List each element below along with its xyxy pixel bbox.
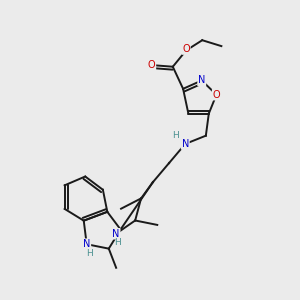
Text: O: O (182, 44, 190, 54)
Text: H: H (86, 249, 92, 258)
Text: N: N (182, 139, 189, 149)
Text: H: H (114, 238, 121, 247)
Text: H: H (172, 131, 179, 140)
Text: N: N (198, 76, 206, 85)
Text: N: N (83, 239, 90, 249)
Text: O: O (213, 90, 220, 100)
Text: O: O (148, 60, 155, 70)
Text: N: N (112, 229, 120, 239)
